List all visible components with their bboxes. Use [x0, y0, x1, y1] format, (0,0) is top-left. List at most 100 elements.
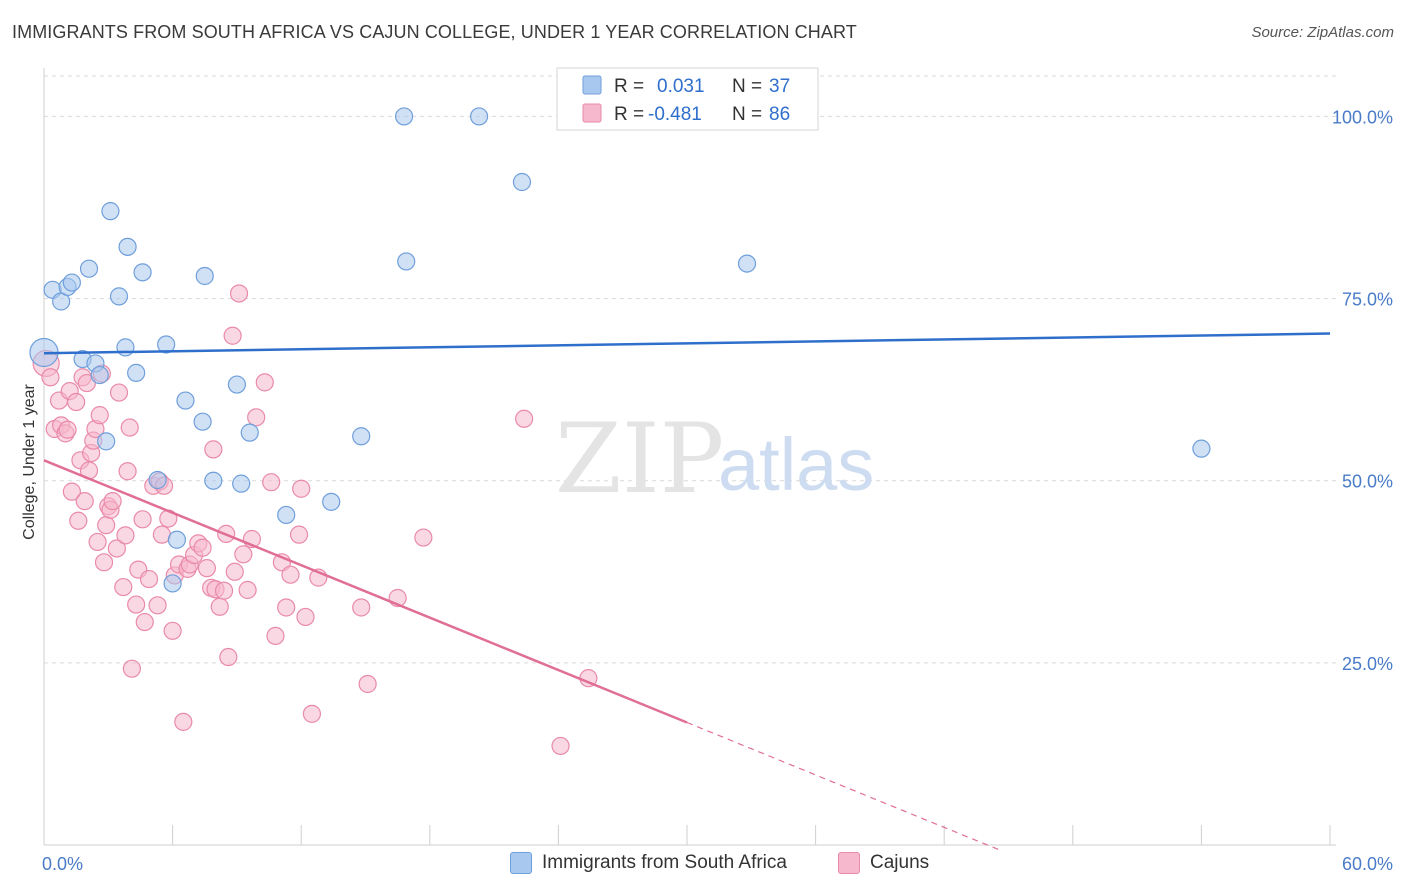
stats-r-label-pink: R = — [614, 104, 644, 125]
cajuns-point-68 — [247, 408, 266, 427]
stats-r-label-blue: R = — [614, 76, 644, 97]
x-tick-label-1: 60.0% — [1342, 854, 1393, 874]
stats-swatch-blue — [582, 75, 602, 95]
south-africa-point-16 — [157, 335, 176, 354]
cajuns-point-84 — [515, 409, 534, 428]
cajuns-point-56 — [204, 440, 223, 459]
south-africa-point-31 — [397, 252, 416, 271]
legend-label-south-africa: Immigrants from South Africa — [542, 852, 787, 873]
cajuns-point-26 — [103, 492, 122, 511]
cajuns-point-53 — [193, 538, 212, 557]
cajuns-point-65 — [234, 545, 253, 564]
cajuns-point-59 — [214, 581, 234, 600]
legend-item-cajuns: Cajuns — [838, 852, 929, 874]
cajuns-point-81 — [358, 674, 377, 694]
south-africa-point-30 — [394, 107, 414, 126]
cajuns-point-19 — [88, 532, 107, 552]
stats-r-value-pink: -0.481 — [648, 104, 702, 125]
south-africa-point-9 — [101, 202, 120, 221]
south-africa-point-21 — [227, 375, 246, 394]
stats-n-value-blue: 37 — [769, 76, 790, 97]
trend-lines — [43, 332, 1331, 851]
y-tick-label-1: 50.0% — [1342, 472, 1393, 492]
cajuns-point-27 — [107, 539, 126, 558]
cajuns-point-85 — [551, 736, 570, 756]
south-africa-point-4 — [62, 273, 81, 292]
cajuns-point-8 — [62, 482, 81, 501]
south-africa-point-33 — [512, 172, 532, 192]
south-africa-point-28 — [322, 492, 341, 511]
stats-legend: R = 0.031 N = 37 R = -0.481 N = 86 — [556, 67, 819, 131]
x-tick-label-0: 0.0% — [42, 854, 83, 874]
cajuns-point-9 — [67, 392, 86, 412]
south-africa-point-17 — [176, 391, 195, 410]
cajuns-point-6 — [58, 420, 77, 439]
cajuns-point-33 — [122, 659, 141, 678]
stats-n-label-pink: N = — [732, 104, 762, 125]
cajuns-point-48 — [174, 712, 193, 731]
cajuns-point-30 — [116, 526, 135, 545]
south-africa-point-11 — [118, 237, 137, 256]
south-africa-point-25 — [148, 470, 167, 490]
chart-title: IMMIGRANTS FROM SOUTH AFRICA VS CAJUN CO… — [12, 22, 857, 42]
stats-swatch-pink — [582, 103, 602, 123]
south-africa-point-24 — [167, 530, 186, 549]
cajuns-point-79 — [292, 479, 311, 498]
y-tick-label-2: 75.0% — [1342, 290, 1393, 310]
cajuns-point-23 — [97, 516, 116, 535]
south-africa-point-14 — [127, 363, 146, 382]
south-africa-point-12 — [116, 338, 135, 357]
legend-swatch-blue — [510, 852, 532, 874]
cajuns-point-40 — [148, 596, 167, 615]
series-legend: Immigrants from South Africa Cajuns — [0, 852, 1406, 878]
cajuns-point-1 — [41, 368, 60, 387]
y-tick-label-3: 100.0% — [1332, 107, 1393, 127]
south-africa-trend-line — [43, 332, 1331, 355]
cajuns-point-76 — [296, 607, 315, 627]
south-africa-point-23 — [240, 423, 259, 442]
cajuns-point-13 — [75, 492, 94, 511]
stats-r-value-blue: 0.031 — [657, 76, 705, 97]
cajuns-point-22 — [94, 553, 114, 572]
cajuns-point-71 — [266, 626, 285, 646]
axes — [43, 68, 1336, 846]
cajuns-point-38 — [139, 569, 159, 589]
cajuns-point-58 — [210, 597, 229, 616]
south-africa-point-20 — [204, 471, 223, 490]
cajuns-point-34 — [127, 595, 146, 614]
tick-labels: 25.0% 50.0% 75.0% 100.0% 0.0% 60.0% — [42, 107, 1393, 874]
watermark-atlas: atlas — [718, 423, 874, 506]
south-africa-point-32 — [469, 107, 489, 126]
legend-swatch-pink — [838, 852, 860, 874]
south-africa-point-29 — [352, 427, 371, 446]
cajuns-point-29 — [114, 577, 133, 597]
legend-item-south-africa: Immigrants from South Africa — [510, 852, 787, 874]
south-africa-points — [29, 107, 1211, 593]
south-africa-point-19 — [193, 412, 212, 431]
cajuns-point-32 — [120, 418, 139, 437]
cajuns-point-66 — [238, 580, 257, 600]
cajuns-point-37 — [135, 612, 154, 632]
cajuns-point-36 — [133, 510, 152, 529]
y-axis-label: College, Under 1 year — [21, 384, 38, 540]
cajuns-point-31 — [118, 462, 137, 481]
cajuns-point-20 — [90, 406, 109, 425]
cajuns-points — [32, 284, 598, 756]
south-africa-point-5 — [79, 259, 99, 278]
cajuns-trend-line — [43, 459, 688, 724]
south-africa-point-27 — [277, 505, 296, 525]
cajuns-point-70 — [262, 473, 281, 492]
cajuns-point-14 — [77, 373, 96, 393]
south-africa-point-26 — [163, 574, 182, 593]
cajuns-point-45 — [163, 621, 182, 640]
south-africa-point-8 — [90, 365, 109, 385]
south-africa-point-10 — [109, 287, 129, 306]
south-africa-point-18 — [195, 266, 214, 286]
stats-n-value-pink: 86 — [769, 104, 790, 125]
cajuns-point-28 — [109, 383, 129, 402]
cajuns-point-10 — [69, 511, 88, 530]
cajuns-point-83 — [414, 528, 433, 547]
cajuns-point-62 — [223, 326, 242, 345]
south-africa-point-13 — [97, 432, 116, 451]
